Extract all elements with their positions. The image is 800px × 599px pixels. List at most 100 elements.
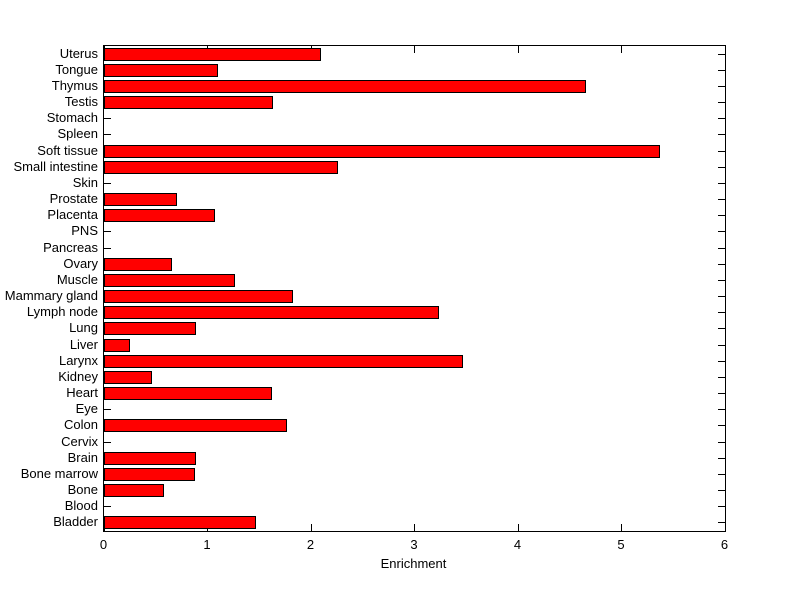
y-tick-mark-left <box>104 231 111 233</box>
bar-liver <box>104 338 130 352</box>
y-tick-label-lung: Lung <box>69 320 98 336</box>
y-tick-label-lymph-node: Lymph node <box>26 304 98 320</box>
y-tick-label-liver: Liver <box>69 336 98 352</box>
bar-thymus <box>104 79 587 93</box>
x-tick-mark-top <box>414 46 415 53</box>
y-tick-mark-right <box>718 231 725 233</box>
x-tick-label-0: 0 <box>99 537 108 552</box>
x-axis-label: Enrichment <box>380 556 447 571</box>
bar-placenta <box>104 209 215 223</box>
y-tick-label-larynx: Larynx <box>58 352 98 368</box>
y-tick-mark-right <box>718 247 725 249</box>
y-tick-label-prostate: Prostate <box>49 191 98 207</box>
y-tick-mark-right <box>718 457 725 459</box>
y-tick-mark-right <box>718 490 725 492</box>
y-tick-label-stomach: Stomach <box>46 110 98 126</box>
y-tick-label-pancreas: Pancreas <box>43 239 98 255</box>
y-tick-mark-right <box>718 134 725 136</box>
y-tick-label-small-intestine: Small intestine <box>13 158 98 174</box>
bar-larynx <box>104 354 464 368</box>
y-tick-label-bone-marrow: Bone marrow <box>20 465 98 481</box>
y-tick-label-uterus: Uterus <box>59 45 98 61</box>
bar-bladder <box>104 516 257 530</box>
x-tick-mark-top <box>724 46 726 53</box>
y-tick-mark-right <box>718 360 725 362</box>
y-tick-mark-left <box>104 441 111 443</box>
bar-ovary <box>104 257 173 271</box>
x-tick-mark-bottom <box>414 524 415 531</box>
y-tick-label-thymus: Thymus <box>51 77 98 93</box>
x-tick-mark-bottom <box>517 524 519 531</box>
bar-small-intestine <box>104 160 338 174</box>
y-tick-mark-right <box>718 118 725 120</box>
y-tick-mark-left <box>104 409 111 411</box>
y-tick-label-blood: Blood <box>64 498 98 514</box>
x-tick-mark-top <box>621 46 622 53</box>
bar-lung <box>104 322 197 336</box>
bar-colon <box>104 419 288 433</box>
y-tick-mark-right <box>718 69 725 71</box>
y-tick-mark-right <box>718 53 725 55</box>
y-tick-mark-right <box>718 150 725 152</box>
y-tick-mark-left <box>104 118 111 120</box>
x-tick-label-3: 3 <box>410 537 418 552</box>
y-tick-mark-right <box>718 425 725 427</box>
y-tick-mark-right <box>718 263 725 265</box>
bar-brain <box>104 451 197 465</box>
y-tick-mark-right <box>718 409 725 411</box>
bar-testis <box>104 96 273 110</box>
y-tick-mark-right <box>718 182 725 184</box>
y-tick-mark-right <box>718 393 725 395</box>
y-tick-mark-right <box>718 199 725 201</box>
y-tick-label-spleen: Spleen <box>57 126 98 142</box>
y-tick-mark-right <box>718 344 725 346</box>
x-tick-mark-bottom <box>310 524 312 531</box>
y-tick-label-cervix: Cervix <box>61 433 98 449</box>
y-tick-label-heart: Heart <box>66 385 98 401</box>
x-tick-mark-bottom <box>724 524 726 531</box>
y-tick-mark-right <box>718 312 725 314</box>
y-tick-mark-left <box>104 247 111 249</box>
y-tick-label-testis: Testis <box>64 94 98 110</box>
y-tick-mark-right <box>718 376 725 378</box>
plot-area <box>103 45 726 532</box>
y-tick-mark-left <box>104 134 111 136</box>
y-tick-label-bladder: Bladder <box>53 514 98 530</box>
bar-bone-marrow <box>104 467 196 481</box>
x-tick-label-6: 6 <box>720 537 729 552</box>
y-tick-mark-left <box>104 182 111 184</box>
y-tick-mark-right <box>718 441 725 443</box>
y-tick-label-tongue: Tongue <box>55 61 98 77</box>
x-tick-label-5: 5 <box>617 537 625 552</box>
y-tick-mark-right <box>718 328 725 330</box>
y-tick-mark-right <box>718 85 725 87</box>
y-tick-label-pns: PNS <box>71 223 98 239</box>
x-tick-mark-bottom <box>621 524 622 531</box>
bar-mammary-gland <box>104 290 294 304</box>
y-tick-mark-right <box>718 506 725 508</box>
y-tick-mark-left <box>104 506 111 508</box>
y-tick-mark-right <box>718 102 725 104</box>
y-tick-label-bone: Bone <box>67 482 98 498</box>
y-tick-mark-right <box>718 215 725 217</box>
bar-soft-tissue <box>104 144 660 158</box>
y-tick-label-soft-tissue: Soft tissue <box>37 142 98 158</box>
y-tick-label-brain: Brain <box>67 449 98 465</box>
bar-bone <box>104 484 165 498</box>
bar-lymph-node <box>104 306 440 320</box>
y-tick-mark-right <box>718 522 725 524</box>
bar-uterus <box>104 47 322 61</box>
bar-tongue <box>104 63 218 77</box>
x-tick-mark-top <box>517 46 519 53</box>
y-tick-label-mammary-gland: Mammary gland <box>4 288 98 304</box>
y-tick-mark-right <box>718 279 725 281</box>
y-tick-mark-right <box>718 473 725 475</box>
y-tick-mark-right <box>718 166 725 168</box>
y-tick-label-eye: Eye <box>75 401 98 417</box>
x-tick-label-2: 2 <box>306 537 315 552</box>
y-tick-mark-right <box>718 296 725 298</box>
y-tick-label-skin: Skin <box>72 174 98 190</box>
bar-prostate <box>104 193 178 207</box>
y-tick-label-placenta: Placenta <box>47 207 98 223</box>
